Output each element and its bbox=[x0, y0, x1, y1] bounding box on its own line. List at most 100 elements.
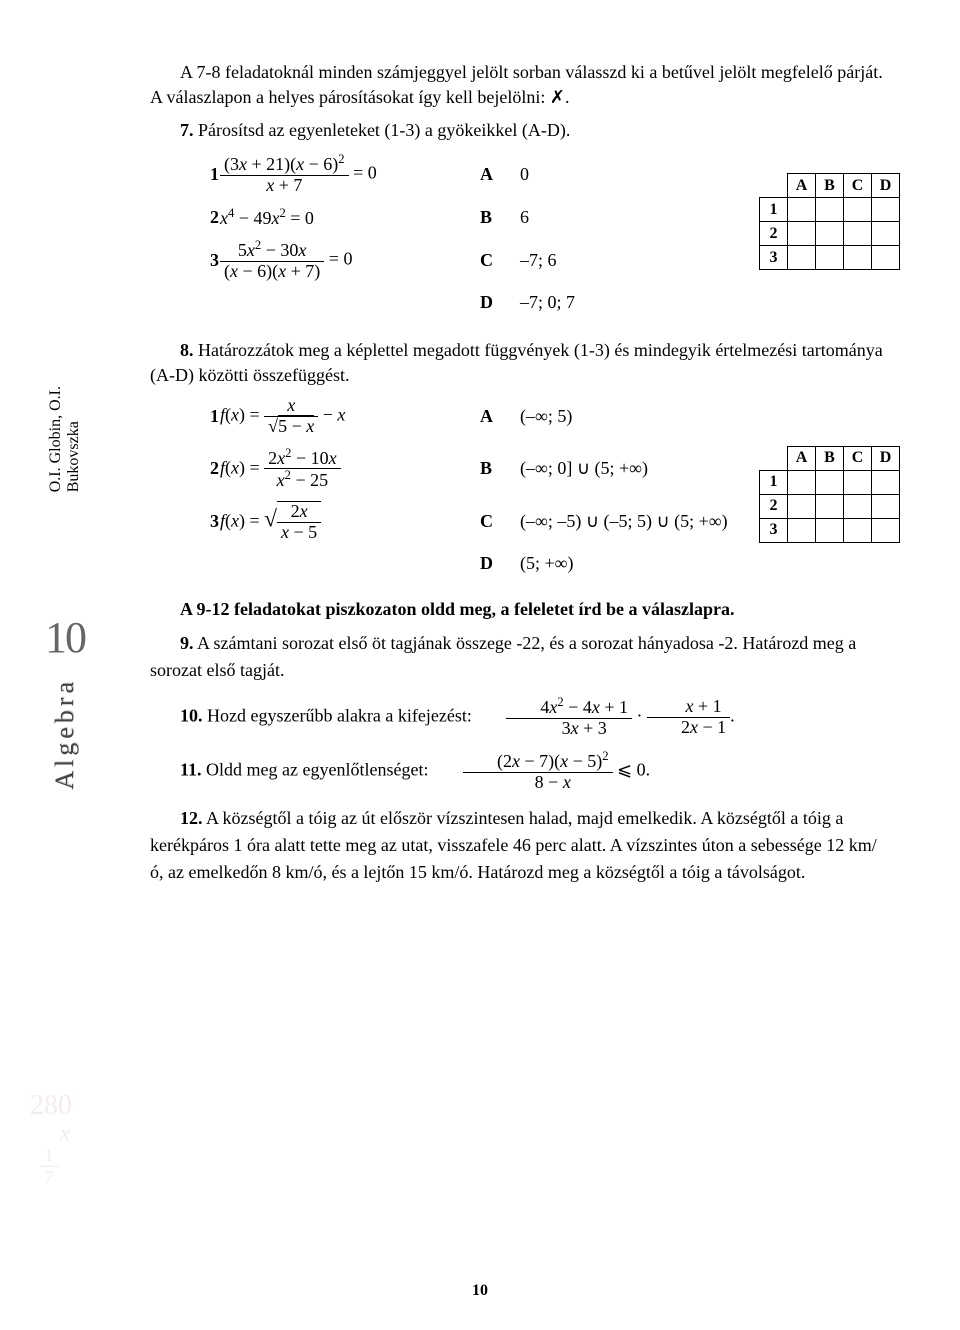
task11-formula: (2x − 7)(x − 5)28 − x ⩽ 0. bbox=[433, 750, 650, 793]
task8-left-2: 2 bbox=[180, 458, 220, 479]
grid-col-B: B bbox=[816, 174, 844, 198]
cell-3C[interactable] bbox=[844, 246, 872, 270]
cell8-3D[interactable] bbox=[872, 518, 900, 542]
cell8-1B[interactable] bbox=[816, 470, 844, 494]
cell8-3B[interactable] bbox=[816, 518, 844, 542]
task12-text: A községtől a tóig az út először vízszin… bbox=[150, 808, 877, 882]
sidebar: O.I. Globin, O.I. Bukovszka 10 Algebra bbox=[25, 370, 105, 790]
task8-expr-3: f(x) = √2xx − 5 bbox=[220, 501, 480, 543]
cell8-2D[interactable] bbox=[872, 494, 900, 518]
task7-letter-A: A bbox=[480, 164, 520, 185]
task7-ans-D: –7; 0; 7 bbox=[520, 292, 890, 313]
grid8-corner bbox=[760, 446, 788, 470]
task7-body: 1 (3x + 21)(x − 6)2x + 7 = 0 A 0 2 x4 − … bbox=[180, 153, 890, 312]
task8-expr-1: f(x) = x√5 − x − x bbox=[220, 396, 480, 437]
task7-num: 7. bbox=[180, 120, 194, 140]
task8-left-1: 1 bbox=[180, 406, 220, 427]
task7-letter-D: D bbox=[480, 292, 520, 313]
task9-text: A számtani sorozat első öt tagjának össz… bbox=[150, 633, 856, 680]
task7-heading: 7. Párosítsd az egyenleteket (1-3) a gyö… bbox=[150, 120, 890, 141]
sidebar-author: O.I. Globin, O.I. Bukovszka bbox=[47, 370, 83, 492]
cell8-3A[interactable] bbox=[788, 518, 816, 542]
cell8-2A[interactable] bbox=[788, 494, 816, 518]
task10-text: Hozd egyszerűbb alakra a kifejezést: bbox=[207, 705, 472, 725]
grid8-col-C: C bbox=[844, 446, 872, 470]
task8-ans-D: (5; +∞) bbox=[520, 553, 890, 574]
task7-expr-2: x4 − 49x2 = 0 bbox=[220, 206, 480, 229]
grid-row-3: 3 bbox=[760, 246, 788, 270]
grid8-col-B: B bbox=[816, 446, 844, 470]
sidebar-grade-number: 10 bbox=[45, 612, 85, 663]
grid-col-D: D bbox=[872, 174, 900, 198]
grid8-row-3: 3 bbox=[760, 518, 788, 542]
task7-letter-B: B bbox=[480, 207, 520, 228]
grid-col-A: A bbox=[788, 174, 816, 198]
grid8-row-1: 1 bbox=[760, 470, 788, 494]
grid8-col-D: D bbox=[872, 446, 900, 470]
task7-letter-C: C bbox=[480, 250, 520, 271]
task10-formula: 4x2 − 4x + 13x + 3 · x + 12x − 1. bbox=[476, 696, 734, 739]
task8-heading: 8. Határozzátok meg a képlettel megadott… bbox=[150, 338, 890, 388]
task12-num: 12. bbox=[180, 808, 203, 828]
cell8-2C[interactable] bbox=[844, 494, 872, 518]
grid8-col-A: A bbox=[788, 446, 816, 470]
task8-letter-A: A bbox=[480, 406, 520, 427]
task8-num: 8. bbox=[180, 340, 194, 360]
cell-2C[interactable] bbox=[844, 222, 872, 246]
task8-letter-D: D bbox=[480, 553, 520, 574]
cell-1B[interactable] bbox=[816, 198, 844, 222]
intro-7-8: A 7-8 feladatoknál minden számjeggyel je… bbox=[150, 60, 890, 110]
task8-letter-C: C bbox=[480, 511, 520, 532]
task11-num: 11. bbox=[180, 760, 202, 780]
task7-text: Párosítsd az egyenleteket (1-3) a gyökei… bbox=[198, 120, 570, 140]
task10-num: 10. bbox=[180, 705, 203, 725]
cell-1D[interactable] bbox=[872, 198, 900, 222]
watermark-280: 280 bbox=[30, 1090, 72, 1122]
cell8-1C[interactable] bbox=[844, 470, 872, 494]
task7-answer-grid: A B C D 1 2 3 bbox=[759, 173, 900, 270]
cell-3D[interactable] bbox=[872, 246, 900, 270]
task8-row-4: D (5; +∞) bbox=[180, 553, 890, 574]
intro-7-8-text: A 7-8 feladatoknál minden számjeggyel je… bbox=[150, 62, 883, 107]
task8-row-1: 1 f(x) = x√5 − x − x A (–∞; 5) bbox=[180, 396, 890, 437]
task8-expr-2: f(x) = 2x2 − 10xx2 − 25 bbox=[220, 447, 480, 492]
cell-2D[interactable] bbox=[872, 222, 900, 246]
task7-left-1: 1 bbox=[180, 164, 220, 185]
task8-left-3: 3 bbox=[180, 511, 220, 532]
cell-2A[interactable] bbox=[788, 222, 816, 246]
task8-body: 1 f(x) = x√5 − x − x A (–∞; 5) 2 f(x) = … bbox=[180, 396, 890, 574]
task8-answer-grid: A B C D 1 2 3 bbox=[759, 446, 900, 543]
task7-expr-3: 5x2 − 30x(x − 6)(x + 7) = 0 bbox=[220, 239, 480, 282]
cell8-1A[interactable] bbox=[788, 470, 816, 494]
section-9-12: A 9-12 feladatokat piszkozaton oldd meg,… bbox=[150, 599, 890, 620]
grid-row-1: 1 bbox=[760, 198, 788, 222]
grid-row-2: 2 bbox=[760, 222, 788, 246]
task11-text: Oldd meg az egyenlőtlenséget: bbox=[206, 760, 428, 780]
cell8-1D[interactable] bbox=[872, 470, 900, 494]
task10: 10. Hozd egyszerűbb alakra a kifejezést:… bbox=[150, 696, 890, 739]
grid-corner bbox=[760, 174, 788, 198]
cell8-2B[interactable] bbox=[816, 494, 844, 518]
sidebar-subject: Algebra bbox=[50, 678, 80, 790]
cell-1A[interactable] bbox=[788, 198, 816, 222]
cell8-3C[interactable] bbox=[844, 518, 872, 542]
task11: 11. Oldd meg az egyenlőtlenséget: (2x − … bbox=[150, 750, 890, 793]
task8-letter-B: B bbox=[480, 458, 520, 479]
grid8-row-2: 2 bbox=[760, 494, 788, 518]
watermark: 280 x 17 bbox=[20, 1090, 90, 1180]
task7-row-4: D –7; 0; 7 bbox=[180, 292, 890, 313]
watermark-x: x bbox=[60, 1120, 70, 1146]
task9-num: 9. bbox=[180, 633, 194, 653]
task7-expr-1: (3x + 21)(x − 6)2x + 7 = 0 bbox=[220, 153, 480, 196]
cell-3B[interactable] bbox=[816, 246, 844, 270]
cell-2B[interactable] bbox=[816, 222, 844, 246]
cell-1C[interactable] bbox=[844, 198, 872, 222]
cell-3A[interactable] bbox=[788, 246, 816, 270]
page-number: 10 bbox=[472, 1282, 488, 1300]
grid-col-C: C bbox=[844, 174, 872, 198]
task8-ans-A: (–∞; 5) bbox=[520, 406, 890, 427]
task7-left-2: 2 bbox=[180, 207, 220, 228]
watermark-frac: 17 bbox=[40, 1145, 58, 1188]
task7-left-3: 3 bbox=[180, 250, 220, 271]
task12: 12. A községtől a tóig az út először víz… bbox=[150, 805, 890, 886]
